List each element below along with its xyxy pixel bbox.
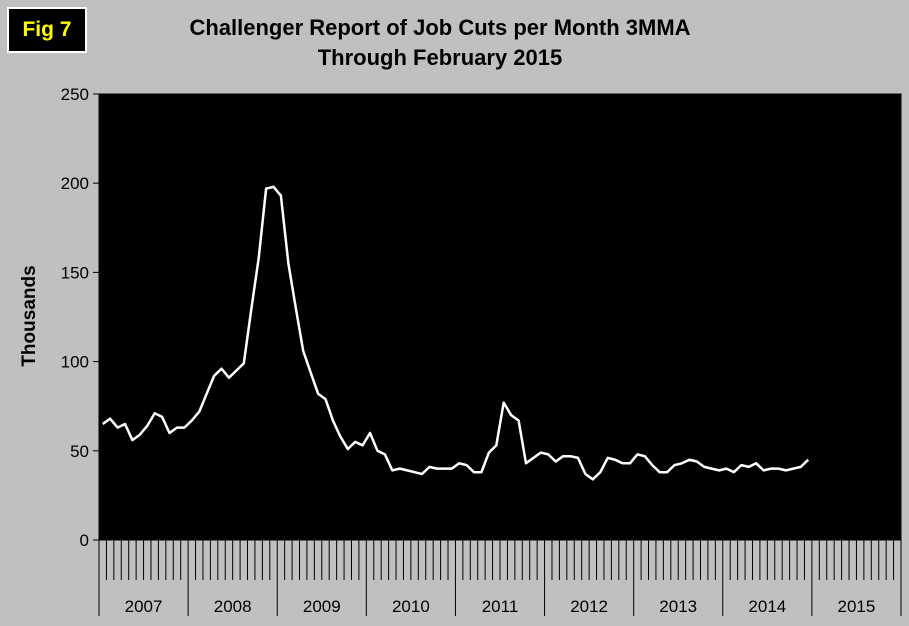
year-label: 2009 [303,597,341,616]
y-tick-label: 50 [70,442,89,461]
year-label: 2007 [125,597,163,616]
y-tick-label: 200 [61,174,89,193]
y-tick-label: 100 [61,353,89,372]
series-line [101,185,810,481]
year-label: 2008 [214,597,252,616]
year-label: 2013 [659,597,697,616]
year-label: 2011 [482,597,519,616]
figure-badge: Fig 7 [7,7,87,53]
year-label: 2012 [570,597,608,616]
year-label: 2014 [748,597,786,616]
y-tick-label: 250 [61,85,89,104]
chart-title-line-1: Challenger Report of Job Cuts per Month … [189,15,691,40]
y-axis: 0 50 100 150 200 250 [61,85,100,550]
y-tick-label: 150 [61,263,89,282]
x-axis: 2007 2008 2009 2010 2011 2012 2013 2014 2015 [98,539,902,616]
chart-title: Challenger Report of Job Cuts per Month … [140,13,740,73]
chart-title-line-2: Through February 2015 [317,45,563,70]
year-label: 2010 [392,597,430,616]
y-tick-label: 0 [80,531,89,550]
year-label: 2015 [838,597,876,616]
plot-area [98,93,902,541]
